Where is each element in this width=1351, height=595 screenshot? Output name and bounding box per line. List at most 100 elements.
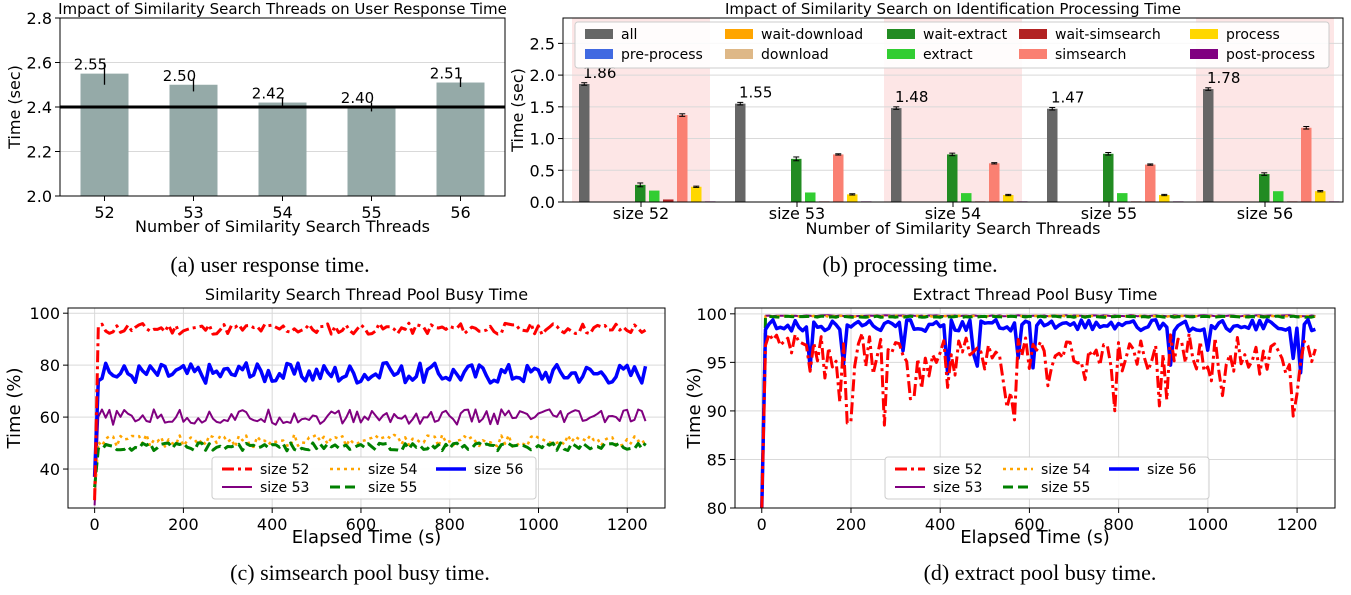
bar-simsearch (989, 163, 1000, 202)
x-tick-label: 54 (272, 203, 292, 222)
bar-extract (1273, 191, 1284, 202)
x-tick-label: size 56 (1237, 204, 1293, 223)
caption-a: (a) user response time. (170, 252, 370, 277)
bar-wait-extract (791, 158, 802, 202)
y-tick-label: 1.0 (530, 130, 555, 149)
series-line-size-55 (93, 441, 647, 488)
bar-value-label: 2.50 (163, 67, 196, 85)
legend: size 52 size 53 size 54 size 55 size 56 (884, 456, 1210, 500)
legend-label-pre-process: pre-process (621, 47, 703, 63)
legend-label-wait-simsearch: wait-simsearch (1055, 27, 1161, 43)
chart-extract-pool-busy: Extract Thread Pool Busy Time 80 85 90 95 100… (684, 285, 1336, 548)
y-tick-label: 2.8 (27, 9, 52, 28)
bar-wait-extract (635, 184, 646, 202)
legend-swatch-post-process (1190, 49, 1218, 59)
legend-label-size-54: size 54 (1041, 462, 1091, 478)
y-tick-label: 1.5 (530, 98, 555, 117)
panel-simsearch-pool: Similarity Search Thread Pool Busy Time 4… (0, 280, 680, 550)
legend-label-post-process: post-process (1226, 47, 1315, 63)
bar-process (1315, 191, 1326, 202)
y-tick-label: 2.6 (27, 54, 52, 73)
y-tick-label: 100 (696, 305, 727, 324)
x-axis-label: Elapsed Time (s) (292, 527, 442, 548)
y-tick-label: 2.4 (27, 98, 52, 117)
x-tick-label: 600 (346, 515, 377, 534)
legend: size 52 size 53 size 54 size 55 size 56 (211, 456, 537, 500)
caption-d: (d) extract pool busy time. (923, 560, 1157, 585)
y-tick-label: 60 (40, 408, 60, 427)
y-tick-label: 95 (707, 353, 727, 372)
bar-process (1159, 195, 1170, 202)
x-tick-label: 200 (168, 515, 199, 534)
legend: all pre-process wait-download download wait-… (574, 21, 1330, 69)
bar-process (1003, 195, 1014, 202)
bar (80, 73, 129, 196)
chart-simsearch-pool-busy: Similarity Search Thread Pool Busy Time 4… (4, 285, 666, 548)
legend-label-wait-extract: wait-extract (923, 27, 1008, 43)
legend-label-extract: extract (923, 47, 973, 63)
caption-c: (c) simsearch pool busy time. (230, 560, 490, 585)
legend-swatch-process (1190, 29, 1218, 39)
legend-label-size-56: size 56 (1147, 462, 1197, 478)
caption-b: (b) processing time. (822, 252, 998, 277)
x-tick-label: size 54 (925, 204, 981, 223)
legend-swatch-wait-simsearch (1019, 29, 1047, 39)
panel-processing-time: Impact of Similarity Search on Identific… (505, 0, 1351, 250)
x-tick-label: 1200 (1277, 515, 1318, 534)
y-tick-label: 2.2 (27, 143, 52, 162)
legend-swatch-wait-extract (887, 29, 915, 39)
all-value-label: 1.78 (1207, 69, 1240, 87)
y-axis-label: Time (%) (4, 368, 25, 450)
x-tick-label: size 52 (613, 204, 669, 223)
bar (347, 107, 396, 196)
series-line-size-52 (760, 331, 1317, 509)
x-tick-label: 600 (1014, 515, 1045, 534)
x-tick-label: 1000 (518, 515, 559, 534)
all-value-label: 1.47 (1051, 89, 1084, 107)
x-axis-label: Elapsed Time (s) (960, 527, 1110, 548)
bar-wait-extract (947, 154, 958, 202)
legend-label-size-53: size 53 (933, 480, 982, 496)
legend-swatch-download (725, 49, 753, 59)
y-tick-label: 40 (40, 460, 60, 479)
y-tick-label: 2.5 (530, 34, 555, 53)
panel-user-response-time: Impact of Similarity Search Threads on U… (0, 0, 520, 250)
bar-simsearch (677, 115, 688, 202)
x-tick-label: size 55 (1081, 204, 1137, 223)
series-line-size-56 (92, 360, 648, 477)
legend-label-size-56: size 56 (474, 462, 524, 478)
all-value-label: 1.55 (739, 84, 772, 102)
legend-label-size-55: size 55 (368, 480, 417, 496)
bar-value-label: 2.40 (341, 89, 374, 107)
legend-swatch-wait-download (725, 29, 753, 39)
bar-wait-extract (1259, 174, 1270, 202)
x-tick-label: 52 (94, 203, 114, 222)
bar-all (1047, 108, 1058, 202)
y-tick-label: 90 (707, 402, 727, 421)
bar-wait-simsearch (663, 199, 674, 202)
bar (169, 84, 218, 196)
x-tick-label: 56 (450, 203, 470, 222)
y-tick-label: 100 (29, 304, 60, 323)
chart-user-response-time: Impact of Similarity Search Threads on U… (5, 0, 507, 236)
y-axis-label: Time (sec) (5, 65, 24, 150)
bar-all (579, 83, 590, 202)
legend-swatch-all (585, 29, 613, 39)
bar-simsearch (1301, 127, 1312, 202)
series-line-size-56 (760, 317, 1316, 509)
bar-all (891, 108, 902, 202)
bar-simsearch (1145, 164, 1156, 202)
legend-label-size-52: size 52 (260, 462, 309, 478)
x-tick-label: 400 (257, 515, 288, 534)
y-tick-label: 80 (40, 356, 60, 375)
plot-frame (734, 307, 1336, 509)
x-tick-label: 800 (1103, 515, 1134, 534)
legend-label-size-54: size 54 (368, 462, 418, 478)
panel-extract-pool: Extract Thread Pool Busy Time 80 85 90 95 100… (680, 280, 1351, 550)
bar-extract (805, 192, 816, 202)
x-axis-label: Number of Similarity Search Threads (806, 219, 1101, 238)
chart-title: Similarity Search Thread Pool Busy Time (205, 285, 528, 304)
chart-title: Impact of Similarity Search Threads on U… (58, 0, 507, 18)
plot-frame (562, 17, 1344, 203)
bar-wait-extract (1103, 153, 1114, 202)
